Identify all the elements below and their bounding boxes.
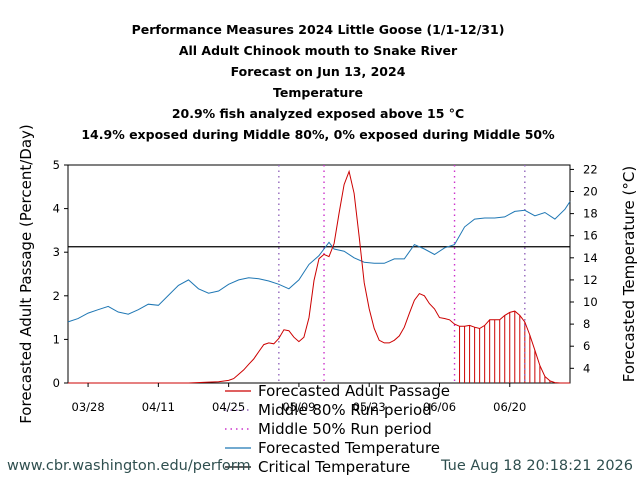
plot-frame: [67, 164, 571, 384]
y2-tick-label: 6: [583, 339, 590, 353]
y2-tick-label: 18: [583, 207, 598, 221]
legend-label: Forecasted Adult Passage: [258, 382, 450, 400]
x-tick-label: 03/28: [72, 400, 105, 414]
y2-tick-label: 14: [583, 251, 598, 265]
y-tick-label: 1: [53, 332, 60, 346]
y-tick-label: 2: [53, 289, 60, 303]
y2-tick-label: 8: [583, 317, 590, 331]
legend-label: Critical Temperature: [258, 458, 410, 476]
x-tick-label: 05/23: [353, 400, 386, 414]
chart-title-line-3: Forecast on Jun 13, 2024: [231, 64, 406, 79]
forecast-hatch: [459, 311, 556, 383]
x-tick-label: 05/09: [282, 400, 315, 414]
x-tick-label: 04/25: [212, 400, 245, 414]
legend-label: Middle 50% Run period: [258, 420, 432, 438]
plot-area: [67, 164, 571, 384]
x-tick-label: 04/11: [142, 400, 175, 414]
y2-tick-label: 22: [583, 162, 598, 176]
series-forecasted-temperature: [67, 201, 571, 323]
y-tick-label: 0: [53, 376, 60, 390]
y2-tick-label: 4: [583, 361, 590, 375]
footer-timestamp: Tue Aug 18 20:18:21 2026: [440, 458, 633, 474]
run-period-lines: [278, 165, 526, 383]
x-axis: 03/28 04/11 04/25 05/09 05/23 06/06 06/20: [72, 383, 526, 414]
x-tick-label: 06/06: [423, 400, 456, 414]
chart-titles: Performance Measures 2024 Little Goose (…: [81, 22, 555, 142]
footer-url[interactable]: www.cbr.washington.edu/perform: [7, 458, 251, 474]
y-axis-right: 4 6 8 10 12 14 16 18 20 22: [570, 162, 598, 375]
series-forecasted-adult-passage: [68, 169, 570, 384]
legend-label: Middle 80% Run period: [258, 401, 432, 419]
x-tick-label: 06/20: [493, 400, 526, 414]
chart-title-line-4: Temperature: [273, 85, 363, 100]
y2-tick-label: 12: [583, 273, 598, 287]
y2-axis-label: Forecasted Temperature (°C): [620, 166, 638, 382]
legend-label: Forecasted Temperature: [258, 439, 440, 457]
chart-title-line-1: Performance Measures 2024 Little Goose (…: [132, 22, 505, 37]
y-axis-label: Forecasted Adult Passage (Percent/Day): [17, 124, 35, 424]
y-axis-left: 0 1 2 3 4 5: [53, 158, 68, 390]
y2-tick-label: 16: [583, 229, 598, 243]
y-tick-label: 3: [53, 245, 60, 259]
chart-title-line-5: 20.9% fish analyzed exposed above 15 °C: [172, 106, 464, 121]
y2-tick-label: 10: [583, 295, 598, 309]
y-tick-label: 5: [53, 158, 60, 172]
chart-title-line-6: 14.9% exposed during Middle 80%, 0% expo…: [81, 127, 555, 142]
y2-tick-label: 20: [583, 185, 598, 199]
chart-title-line-2: All Adult Chinook mouth to Snake River: [179, 43, 458, 58]
y-tick-label: 4: [53, 202, 60, 216]
